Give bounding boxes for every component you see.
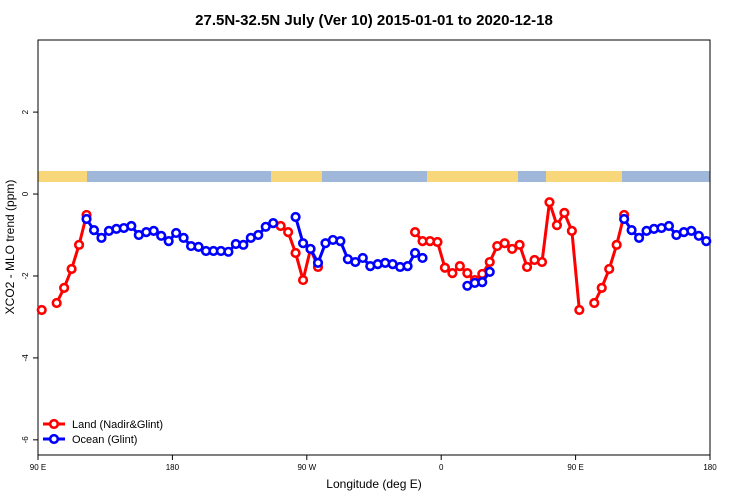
data-point: [454, 261, 465, 272]
data-point: [521, 261, 533, 273]
data-point: [484, 256, 495, 268]
data-point: [402, 261, 413, 272]
data-point: [439, 262, 451, 273]
data-point: [417, 252, 428, 264]
data-point: [148, 225, 159, 237]
data-point: [633, 232, 645, 243]
data-point: [193, 241, 204, 252]
x-tick-label: 90 E: [30, 463, 46, 472]
data-point: [551, 220, 563, 231]
data-point: [626, 224, 637, 236]
data-point: [462, 268, 473, 279]
data-point: [536, 256, 548, 268]
legend-box: [40, 413, 183, 450]
data-point: [96, 232, 107, 243]
y-tick-label: 0: [21, 191, 30, 196]
y-tick-label: -2: [21, 272, 30, 280]
data-point: [59, 282, 70, 293]
data-point: [350, 256, 361, 268]
x-axis-label: Longitude (deg E): [326, 477, 421, 491]
data-point: [73, 239, 85, 250]
x-tick-label: 0: [439, 463, 444, 472]
data-point: [290, 211, 301, 223]
data-point: [268, 218, 279, 229]
data-point: [693, 230, 704, 241]
data-point: [290, 247, 301, 259]
data-point: [604, 263, 615, 275]
data-point: [589, 297, 600, 309]
data-point: [432, 236, 443, 248]
data-point: [499, 238, 510, 249]
data-point: [283, 227, 294, 238]
land-band: [271, 171, 322, 182]
data-point: [335, 236, 346, 247]
legend: Land (Nadir&Glint) Ocean (Glint): [40, 413, 183, 450]
chart-title: 27.5N-32.5N July (Ver 10) 2015-01-01 to …: [195, 12, 553, 29]
data-point: [357, 252, 368, 264]
data-point: [238, 239, 249, 250]
data-point: [596, 282, 607, 293]
data-point: [297, 238, 309, 249]
x-tick-label: 180: [703, 463, 717, 472]
x-tick-label: 90 E: [567, 463, 583, 472]
data-point: [36, 304, 47, 316]
legend-marker: [48, 433, 60, 445]
data-point: [126, 220, 137, 232]
data-point: [559, 207, 570, 218]
data-point: [81, 213, 92, 225]
legend-label: Land (Nadir&Glint): [72, 419, 163, 431]
y-axis-label: XCO2 - MLO trend (ppm): [3, 180, 17, 315]
data-point: [701, 236, 712, 247]
data-point: [51, 297, 62, 309]
data-point: [260, 221, 271, 232]
ocean-band: [38, 171, 710, 182]
data-point: [619, 213, 630, 225]
data-point: [484, 266, 495, 277]
land-band: [546, 171, 622, 182]
data-point: [507, 243, 518, 255]
legend-label: Ocean (Glint): [72, 434, 137, 446]
land-ocean-band: [38, 171, 710, 182]
data-point: [447, 268, 458, 279]
data-point: [297, 274, 309, 286]
data-point: [409, 227, 421, 238]
data-point: [305, 243, 316, 255]
data-point: [88, 224, 100, 236]
y-tick-label: 2: [21, 109, 30, 114]
data-point: [312, 257, 324, 268]
data-point: [223, 246, 234, 257]
series-line: [55, 201, 626, 311]
x-tick-label: 90 W: [297, 463, 316, 472]
data-point: [477, 277, 488, 288]
data-point: [686, 225, 697, 237]
data-point: [544, 197, 555, 208]
data-point: [178, 232, 189, 243]
land-band: [38, 171, 87, 182]
data-point: [611, 239, 622, 250]
y-tick-label: -6: [21, 436, 30, 444]
data-point: [163, 236, 174, 247]
plot-frame: [37, 39, 711, 456]
data-point: [253, 229, 264, 241]
data-point: [574, 304, 585, 316]
data-point: [171, 227, 182, 239]
x-tick-label: 180: [166, 463, 180, 472]
data-point: [663, 220, 675, 232]
data-point: [514, 239, 525, 250]
data-point: [566, 225, 577, 237]
legend-marker: [48, 418, 60, 430]
data-point: [409, 247, 421, 259]
data-point: [156, 230, 167, 241]
y-tick-label: -4: [21, 354, 30, 362]
land-band: [427, 171, 518, 182]
data-point: [66, 263, 77, 275]
